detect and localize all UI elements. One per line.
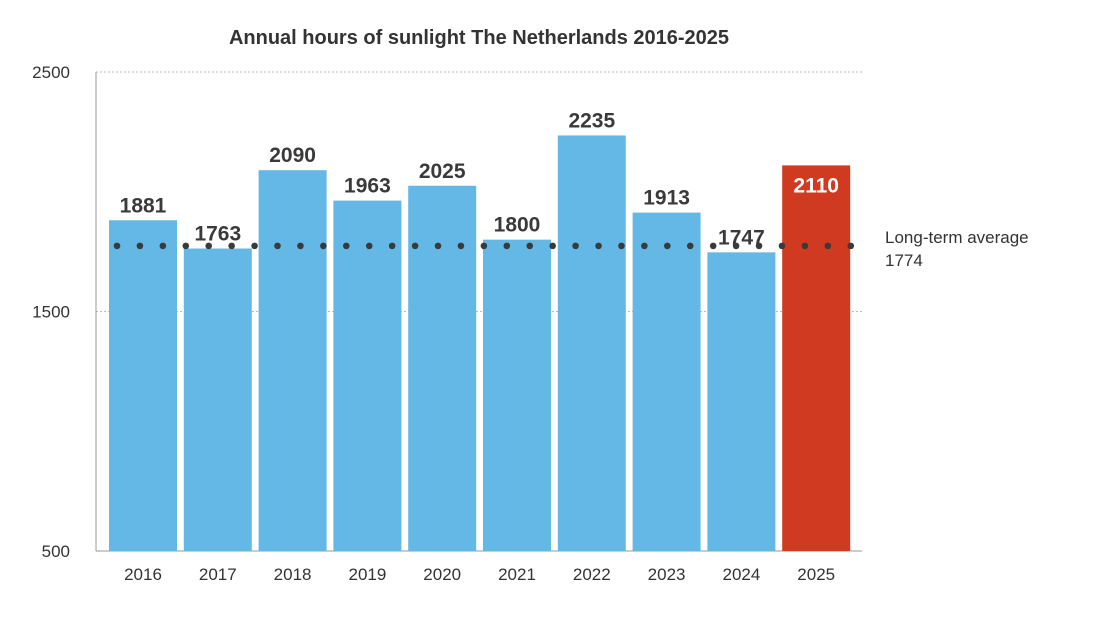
x-tick-label: 2020 xyxy=(423,565,461,584)
data-label-2021: 1800 xyxy=(494,214,541,237)
reference-line-dot xyxy=(641,242,648,250)
reference-line-dot xyxy=(526,242,534,250)
reference-line-dot xyxy=(388,242,396,250)
chart-title: Annual hours of sunlight The Netherlands… xyxy=(229,27,729,49)
bar-2022 xyxy=(557,135,626,551)
reference-line-value: 1774 xyxy=(885,251,923,270)
x-tick-label: 2022 xyxy=(573,565,611,584)
y-tick-label: 1500 xyxy=(32,303,70,322)
bar-2025 xyxy=(782,165,851,551)
reference-line-dot xyxy=(434,242,442,250)
x-tick-label: 2017 xyxy=(199,565,237,584)
reference-line-dot xyxy=(228,242,235,250)
reference-line-dot xyxy=(618,242,625,250)
reference-line-dot xyxy=(503,242,511,250)
bar-2016 xyxy=(109,220,177,552)
reference-line-dot xyxy=(320,242,327,250)
reference-line-dot xyxy=(755,242,763,250)
reference-line-dot xyxy=(664,242,671,250)
bar-2023 xyxy=(632,212,701,552)
x-tick-label: 2018 xyxy=(274,565,312,584)
reference-line-dot xyxy=(847,242,855,250)
reference-line-dot xyxy=(480,242,488,250)
data-label-2025: 2110 xyxy=(793,174,839,197)
data-label-2018: 2090 xyxy=(269,144,316,167)
data-label-2017: 1763 xyxy=(194,223,241,246)
reference-line-dot xyxy=(365,242,373,250)
reference-line-dot xyxy=(343,242,350,250)
reference-line-dot xyxy=(709,242,717,250)
reference-line-dot xyxy=(824,242,832,250)
reference-line-dot xyxy=(251,242,258,250)
bar-2018 xyxy=(258,170,327,551)
reference-line-dot xyxy=(159,242,167,250)
reference-line-dot xyxy=(182,242,190,250)
data-label-2023: 1913 xyxy=(643,187,690,210)
x-tick-label: 2019 xyxy=(348,565,386,584)
y-tick-label: 500 xyxy=(42,542,70,561)
reference-line-dot xyxy=(274,242,281,250)
x-tick-label: 2021 xyxy=(498,565,536,584)
bar-2019 xyxy=(333,200,402,551)
bar-2024 xyxy=(707,252,776,551)
data-label-2024: 1747 xyxy=(718,226,765,249)
reference-line-dot xyxy=(778,242,786,250)
reference-line-dot xyxy=(549,242,556,250)
x-tick-label: 2024 xyxy=(722,565,760,584)
data-label-2020: 2025 xyxy=(419,160,466,183)
reference-line-dot xyxy=(205,242,213,250)
data-label-2019: 1963 xyxy=(344,175,391,198)
reference-line-dot xyxy=(572,242,579,250)
x-tick-label: 2016 xyxy=(124,565,162,584)
reference-line-dot xyxy=(595,242,602,250)
bar-2021 xyxy=(483,239,551,551)
bar-2017 xyxy=(183,248,252,551)
data-label-2016: 1881 xyxy=(120,194,167,217)
reference-line-dot xyxy=(113,242,121,250)
reference-line-dot xyxy=(136,242,144,250)
y-tick-label: 2500 xyxy=(32,63,70,82)
reference-line-dot xyxy=(411,242,419,250)
bar-2020 xyxy=(408,185,477,551)
reference-line-label: Long-term average xyxy=(885,228,1029,247)
reference-line-dot xyxy=(686,242,694,250)
x-tick-label: 2025 xyxy=(797,565,835,584)
reference-line-dot xyxy=(297,242,304,250)
reference-line-dot xyxy=(801,242,809,250)
reference-line-dot xyxy=(732,242,740,250)
data-label-2022: 2235 xyxy=(568,109,615,132)
x-tick-label: 2023 xyxy=(648,565,686,584)
reference-line-dot xyxy=(457,242,465,250)
